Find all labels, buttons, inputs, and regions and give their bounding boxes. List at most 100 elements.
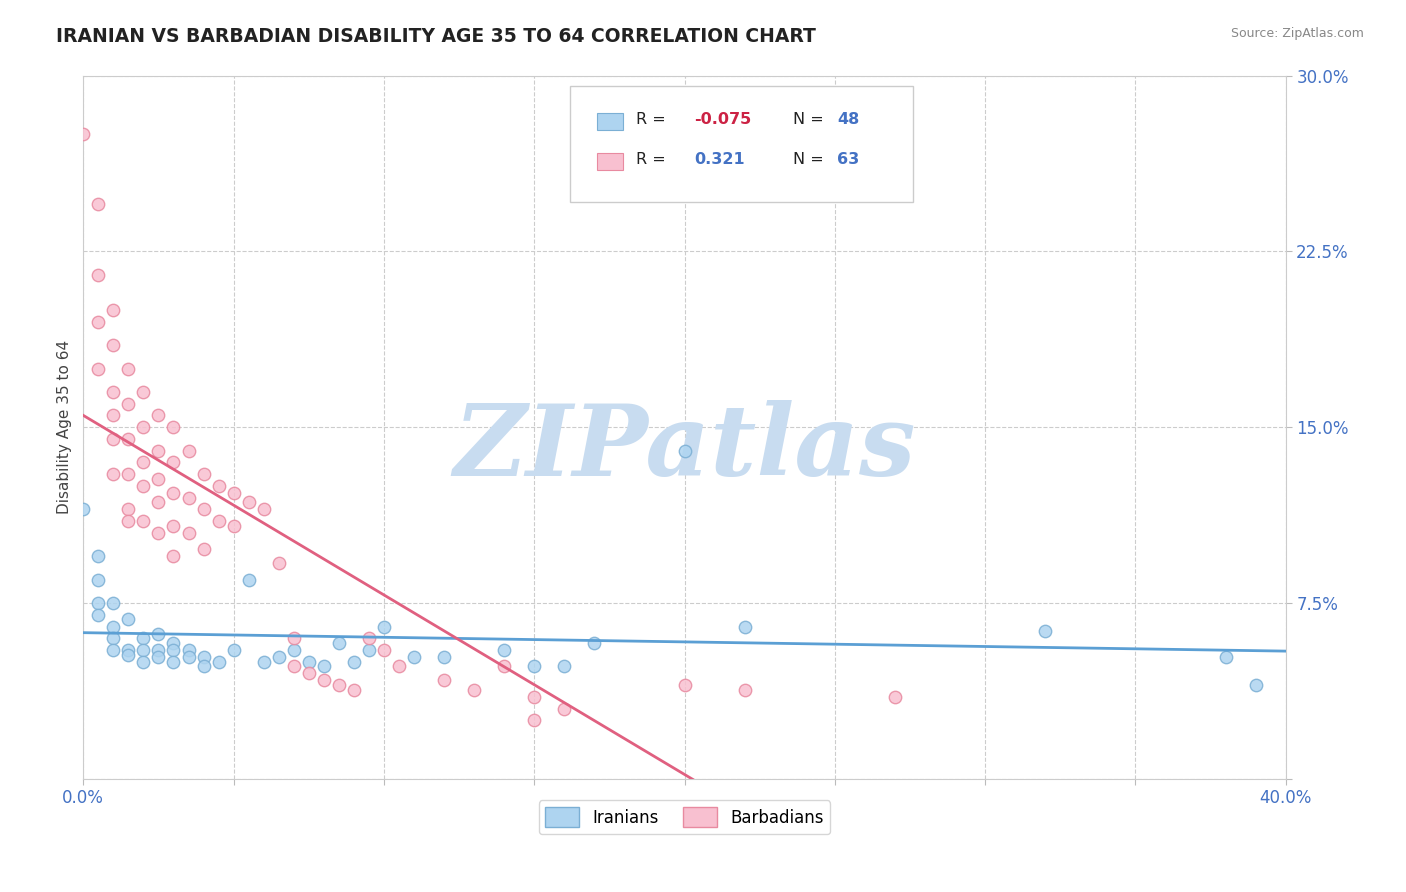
Point — [103, 303, 125, 318]
Point — [132, 420, 155, 434]
Point — [103, 596, 125, 610]
Point — [148, 409, 170, 423]
Point — [117, 648, 139, 662]
Point — [193, 467, 215, 482]
Point — [162, 486, 184, 500]
Point — [72, 127, 94, 141]
Point — [283, 643, 305, 657]
Point — [283, 659, 305, 673]
Text: 0.321: 0.321 — [695, 153, 745, 168]
Point — [193, 650, 215, 665]
Point — [193, 542, 215, 557]
Text: N =: N = — [793, 112, 828, 128]
Legend: Iranians, Barbadians: Iranians, Barbadians — [538, 800, 831, 834]
Point — [103, 619, 125, 633]
Point — [1244, 678, 1267, 692]
Point — [373, 619, 395, 633]
Text: N =: N = — [793, 153, 828, 168]
Point — [87, 315, 110, 329]
Point — [328, 678, 350, 692]
Point — [117, 361, 139, 376]
Point — [103, 643, 125, 657]
Point — [162, 420, 184, 434]
Point — [238, 573, 260, 587]
Point — [523, 690, 546, 704]
Point — [87, 268, 110, 282]
Point — [87, 549, 110, 564]
Point — [103, 467, 125, 482]
Point — [373, 643, 395, 657]
Point — [103, 338, 125, 352]
Point — [177, 491, 200, 505]
Point — [207, 514, 229, 528]
Point — [87, 197, 110, 211]
Point — [402, 650, 425, 665]
Point — [132, 514, 155, 528]
Point — [103, 432, 125, 446]
Point — [433, 650, 456, 665]
Point — [148, 495, 170, 509]
Point — [222, 518, 245, 533]
Point — [238, 495, 260, 509]
Point — [117, 397, 139, 411]
Point — [298, 666, 321, 681]
Point — [193, 659, 215, 673]
Point — [162, 455, 184, 469]
Point — [148, 443, 170, 458]
Point — [343, 655, 366, 669]
Point — [177, 643, 200, 657]
Point — [343, 682, 366, 697]
Point — [132, 643, 155, 657]
Text: ZIPatlas: ZIPatlas — [453, 401, 915, 497]
Point — [283, 632, 305, 646]
Point — [117, 612, 139, 626]
Point — [72, 502, 94, 516]
Point — [132, 632, 155, 646]
Point — [117, 514, 139, 528]
Point — [148, 650, 170, 665]
Point — [162, 636, 184, 650]
Point — [553, 659, 575, 673]
Point — [132, 479, 155, 493]
Point — [177, 650, 200, 665]
Point — [734, 682, 756, 697]
FancyBboxPatch shape — [596, 153, 623, 169]
Point — [388, 659, 411, 673]
Point — [162, 518, 184, 533]
Point — [1215, 650, 1237, 665]
Text: -0.075: -0.075 — [695, 112, 751, 128]
Point — [177, 525, 200, 540]
Point — [193, 502, 215, 516]
Point — [103, 409, 125, 423]
Point — [673, 678, 696, 692]
Point — [87, 596, 110, 610]
Point — [494, 643, 516, 657]
Point — [357, 632, 380, 646]
Point — [177, 443, 200, 458]
Point — [148, 472, 170, 486]
Point — [87, 573, 110, 587]
Point — [253, 502, 276, 516]
Point — [117, 467, 139, 482]
Point — [148, 525, 170, 540]
Text: 63: 63 — [837, 153, 859, 168]
Point — [494, 659, 516, 673]
Point — [734, 619, 756, 633]
Point — [312, 659, 335, 673]
Point — [117, 643, 139, 657]
Point — [103, 385, 125, 400]
Point — [87, 607, 110, 622]
Point — [103, 632, 125, 646]
Point — [523, 659, 546, 673]
Point — [267, 650, 290, 665]
Point — [312, 673, 335, 688]
Point — [523, 714, 546, 728]
Point — [117, 432, 139, 446]
Point — [148, 643, 170, 657]
Point — [162, 655, 184, 669]
Point — [1033, 624, 1056, 639]
Text: R =: R = — [637, 153, 666, 168]
Point — [267, 556, 290, 570]
Text: 48: 48 — [837, 112, 859, 128]
Point — [207, 655, 229, 669]
